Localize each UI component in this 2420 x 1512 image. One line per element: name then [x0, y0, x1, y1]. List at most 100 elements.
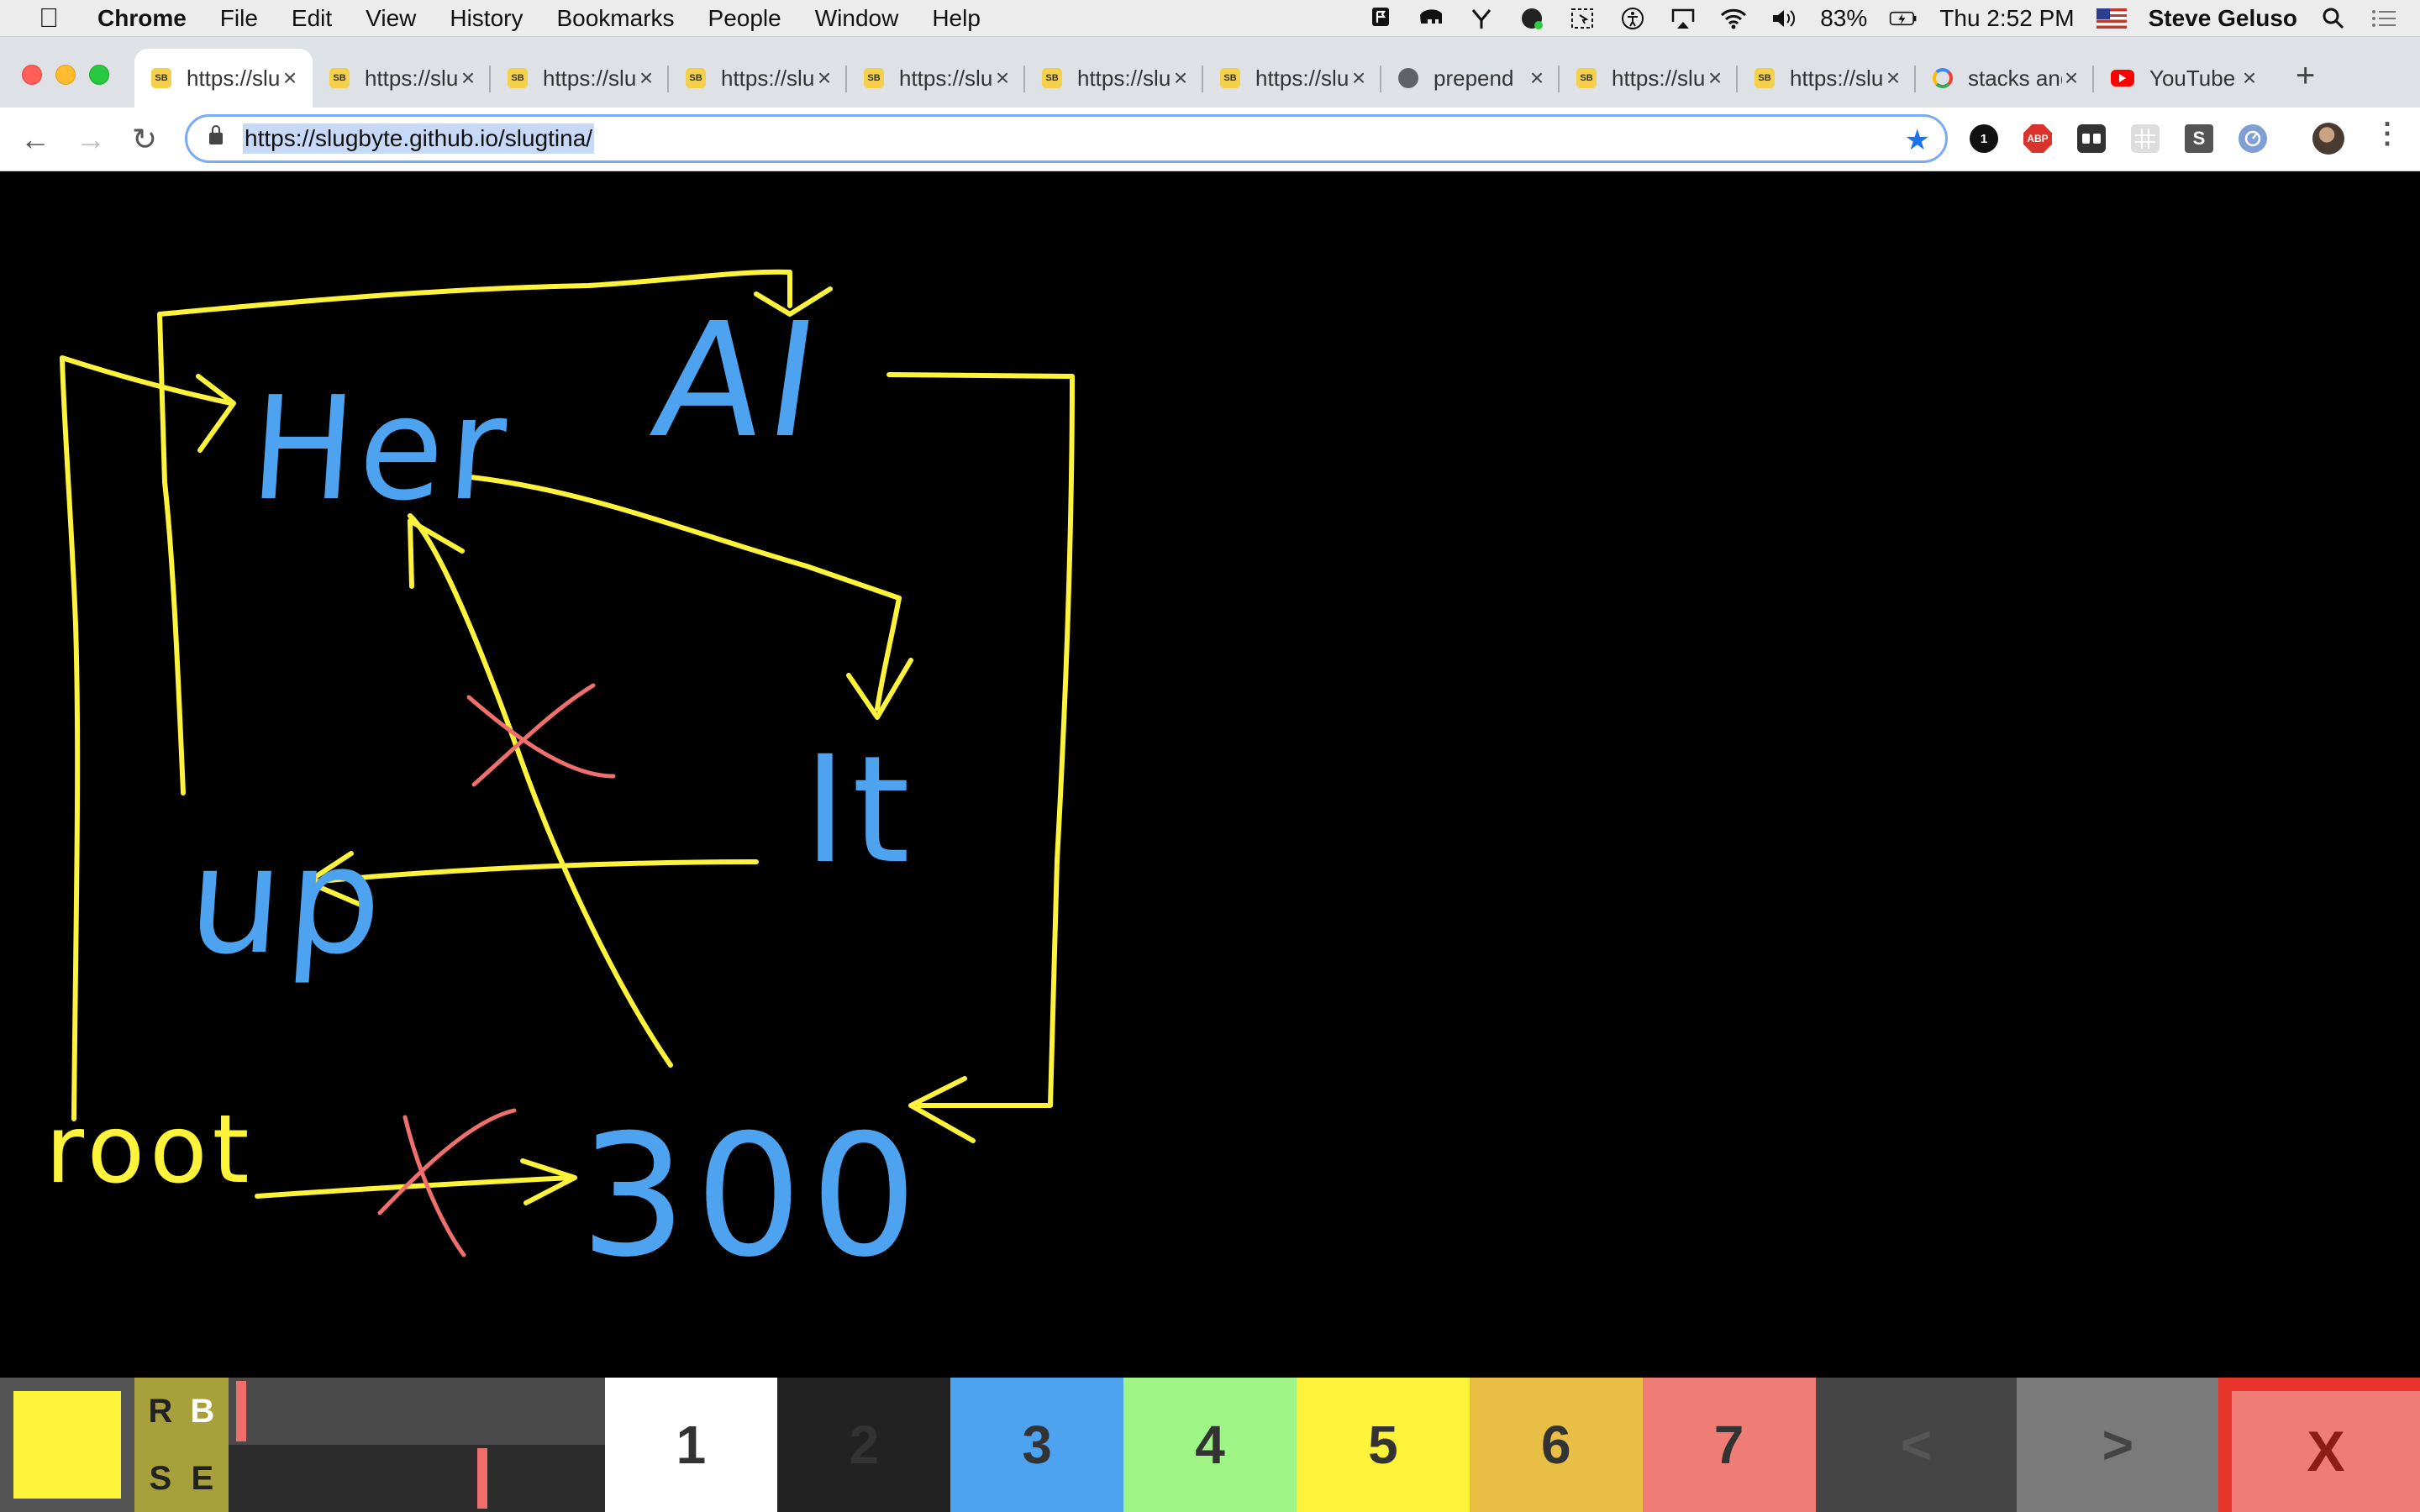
spotlight-search-icon[interactable] — [2319, 6, 2348, 31]
opacity-slider-handle[interactable] — [477, 1448, 488, 1509]
clock[interactable]: Thu 2:52 PM — [1939, 4, 2075, 31]
tab-1[interactable]: SB https://slugbyte.github.io/slugtina/ … — [134, 49, 313, 108]
brush-size-slider[interactable] — [228, 1378, 605, 1445]
opacity-slider[interactable] — [228, 1445, 605, 1512]
mode-s-button[interactable]: S — [149, 1459, 172, 1497]
new-tab-button[interactable]: + — [2296, 57, 2316, 94]
apple-icon[interactable]:  — [30, 3, 67, 34]
menu-people[interactable]: People — [708, 4, 781, 31]
tab-manager-extension-icon[interactable] — [2077, 124, 2106, 153]
evernote-elephant-icon[interactable] — [1417, 6, 1445, 31]
tab-7[interactable]: SB https://slugbyte.github.io/ × — [1203, 49, 1381, 108]
current-color-swatch[interactable] — [0, 1378, 134, 1512]
more-menu-icon[interactable]: ⋮ — [2373, 118, 2402, 150]
tab-5[interactable]: SB https://slugbyte.github.io/ × — [847, 49, 1025, 108]
next-page-button[interactable]: > — [2017, 1378, 2219, 1512]
menu-view[interactable]: View — [366, 4, 417, 31]
close-tab-icon[interactable]: × — [1351, 65, 1366, 91]
profile-avatar[interactable] — [2312, 123, 2344, 155]
brush-size-slider-handle[interactable] — [235, 1381, 246, 1441]
close-tab-icon[interactable]: × — [2242, 65, 2257, 91]
bookmark-star-icon[interactable]: ★ — [1904, 124, 1930, 156]
address-bar[interactable]: https://slugbyte.github.io/slugtina/ ★ — [185, 114, 1948, 163]
grid-extension-icon[interactable] — [2131, 124, 2160, 153]
arrow-300-to-her — [408, 513, 673, 1068]
arrowhead-ai — [754, 286, 833, 317]
color-button-7[interactable]: 7 — [1642, 1378, 1816, 1512]
back-arrow-icon[interactable]: ← — [20, 122, 50, 156]
close-tab-icon[interactable]: × — [282, 65, 297, 91]
close-tab-icon[interactable]: × — [1707, 65, 1723, 91]
timer-extension-icon[interactable] — [2238, 124, 2267, 153]
tab-2[interactable]: SB https://slugbyte.github.io/ × — [313, 49, 491, 108]
menu-bookmarks[interactable]: Bookmarks — [556, 4, 675, 31]
clear-canvas-button[interactable]: X — [2218, 1378, 2420, 1512]
tab-6[interactable]: SB https://slugbyte.github.io/ × — [1025, 49, 1203, 108]
adblock-plus-extension-icon[interactable]: ABP — [2023, 124, 2052, 153]
yoink-icon[interactable] — [1467, 6, 1496, 31]
close-tab-icon[interactable]: × — [1173, 65, 1188, 91]
menu-help[interactable]: Help — [932, 4, 981, 31]
onepassword-extension-icon[interactable]: 1 — [1970, 124, 1998, 153]
mode-r-button[interactable]: R — [148, 1392, 173, 1430]
close-tab-icon[interactable]: × — [460, 65, 476, 91]
window-minimize-button[interactable] — [55, 65, 76, 85]
tab-3[interactable]: SB https://slugbyte.github.io/ × — [491, 49, 669, 108]
reload-icon[interactable]: ↻ — [131, 122, 158, 156]
accessibility-icon[interactable] — [1618, 6, 1647, 31]
color-button-6[interactable]: 6 — [1469, 1378, 1643, 1512]
color-button-3[interactable]: 3 — [950, 1378, 1124, 1512]
mac-menu-bar:  Chrome File Edit View History Bookmark… — [0, 0, 2420, 37]
wifi-icon[interactable] — [1719, 6, 1748, 31]
us-flag-input-icon[interactable] — [2096, 8, 2127, 29]
cross-out-mark-lower — [377, 1108, 517, 1257]
mode-e-button[interactable]: E — [191, 1459, 214, 1497]
s-extension-icon[interactable]: S — [2185, 124, 2213, 153]
user-name[interactable]: Steve Geluso — [2148, 4, 2297, 31]
tab-title: https://slugbyte.github.io/ — [721, 65, 815, 91]
menu-file[interactable]: File — [219, 4, 258, 31]
close-tab-icon[interactable]: × — [2064, 65, 2079, 91]
close-tab-icon[interactable]: × — [817, 65, 832, 91]
color-button-5[interactable]: 5 — [1296, 1378, 1470, 1512]
arrowhead-her-left — [196, 374, 236, 453]
lock-icon[interactable] — [209, 125, 223, 144]
screenshot-tool-icon[interactable] — [1568, 6, 1597, 31]
window-maximize-button[interactable] — [89, 65, 109, 85]
color-button-4[interactable]: 4 — [1123, 1378, 1297, 1512]
youtube-icon — [2111, 70, 2134, 87]
drawing-canvas[interactable]: Her AI It up root 300 — [0, 171, 2420, 1378]
battery-charging-icon[interactable] — [1889, 6, 1918, 31]
window-close-button[interactable] — [22, 65, 42, 85]
arrowhead-300 — [908, 1076, 976, 1143]
menu-app-name[interactable]: Chrome — [97, 4, 187, 31]
prev-page-button[interactable]: < — [1815, 1378, 2018, 1512]
color-button-2[interactable]: 2 — [777, 1378, 951, 1512]
close-tab-icon[interactable]: × — [995, 65, 1010, 91]
label-up: up — [182, 815, 393, 987]
volume-icon[interactable] — [1770, 6, 1798, 31]
menu-window[interactable]: Window — [814, 4, 899, 31]
flag-app-icon[interactable] — [1366, 6, 1395, 31]
tab-10[interactable]: SB https://slugbyte.github.io/ × — [1738, 49, 1916, 108]
tab-4[interactable]: SB https://slugbyte.github.io/ × — [669, 49, 847, 108]
forward-arrow-icon[interactable]: → — [76, 122, 106, 156]
menu-history[interactable]: History — [450, 4, 523, 31]
notification-center-icon[interactable] — [2370, 6, 2398, 31]
arrow-her-to-ai — [157, 269, 792, 795]
airplay-icon[interactable] — [1669, 6, 1697, 31]
color-button-1[interactable]: 1 — [604, 1378, 778, 1512]
globe-status-icon[interactable] — [1518, 6, 1546, 31]
close-tab-icon[interactable]: × — [1529, 65, 1544, 91]
tab-11[interactable]: stacks and queues × — [1916, 49, 2094, 108]
tab-title: prepend — [1434, 65, 1514, 91]
url-text[interactable]: https://slugbyte.github.io/slugtina/ — [243, 123, 595, 154]
mode-b-button[interactable]: B — [190, 1392, 215, 1430]
close-tab-icon[interactable]: × — [639, 65, 654, 91]
status-area: 83% Thu 2:52 PM Steve Geluso — [1366, 0, 2420, 37]
tab-9[interactable]: SB https://slugbyte.github.io/ × — [1560, 49, 1738, 108]
tab-12[interactable]: YouTube × — [2094, 49, 2272, 108]
close-tab-icon[interactable]: × — [1886, 65, 1901, 91]
menu-edit[interactable]: Edit — [291, 4, 333, 31]
tab-8[interactable]: prepend × — [1381, 49, 1560, 108]
